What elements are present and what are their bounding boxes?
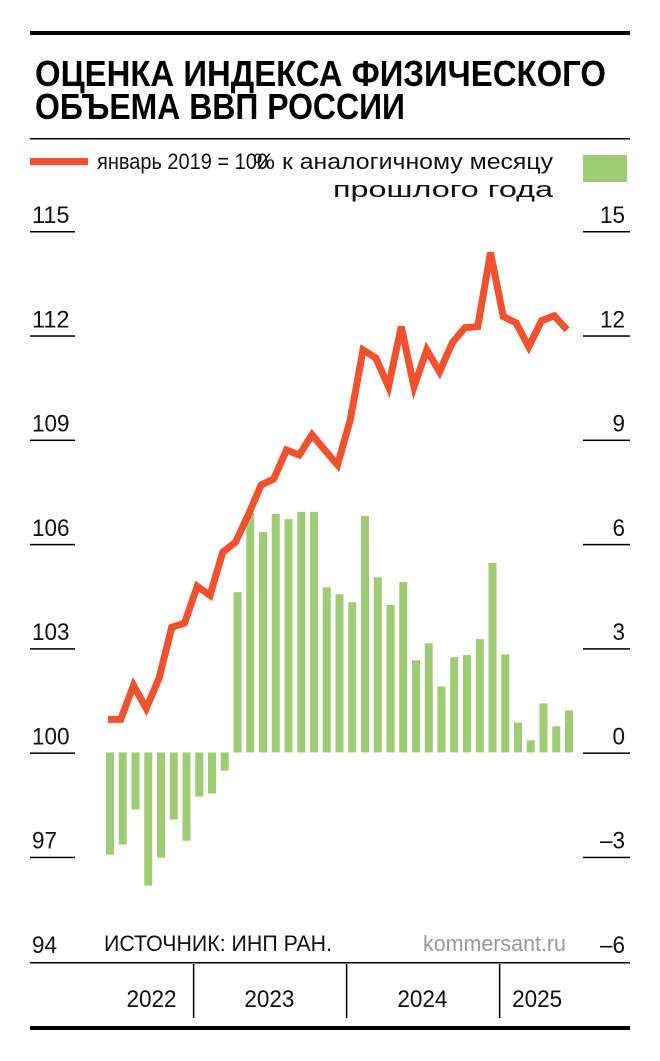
bar [514,722,522,753]
left-tick-line [30,752,75,754]
year-separator [498,964,501,1018]
bar [144,752,153,886]
bar [412,660,420,753]
line-series [108,251,570,723]
bottom-rule [30,1026,630,1030]
bar [131,752,140,810]
right-tick-label: 6 [613,515,626,542]
right-tick-label: –6 [600,932,625,959]
left-tick-label: 112 [32,306,70,333]
left-tick-line [30,335,75,337]
bar [348,602,357,753]
bar [157,752,165,858]
bar [424,643,433,753]
left-tick-label: 109 [32,411,70,438]
bar [552,726,561,753]
chart-title-line1: ОЦЕНКА ИНДЕКСА ФИЗИЧЕСКОГО [35,53,606,94]
x-axis-years: 2022 2023 2024 2025 [126,964,562,1018]
x-axis-baseline [30,962,630,964]
bar [373,577,382,753]
index-line [108,251,570,723]
left-tick-line [30,231,75,233]
right-tick-line [583,648,630,650]
right-tick-label: –3 [600,828,625,855]
bar [361,516,369,753]
bar [565,710,573,753]
left-tick-label: 103 [32,619,70,646]
year-separator [345,964,348,1018]
right-tick-line [583,752,630,754]
left-tick-label: 94 [32,932,57,959]
left-tick-label: 106 [32,515,70,542]
bar [259,532,267,753]
legend-line-swatch [30,158,88,165]
top-rule [30,31,630,35]
right-tick-label: 15 [600,202,625,229]
bar [488,562,497,753]
left-tick-line [30,543,75,546]
left-tick-line [30,856,75,859]
bar [463,655,471,753]
bar [322,587,331,753]
year-label: 2023 [244,986,294,1013]
bar [539,703,548,753]
left-tick-line [30,439,75,442]
legend-line-label: январь 2019 = 100 [97,149,268,174]
right-tick-label: 0 [613,723,626,750]
chart-title-line2: ОБЪЕМА ВВП РОССИИ [35,86,405,127]
title-divider [30,138,630,140]
year-label: 2025 [512,986,562,1013]
brand-watermark: kommersant.ru [423,931,566,956]
bar [118,752,127,845]
year-separator [192,964,195,1018]
right-tick-line [583,231,630,233]
bar [106,752,114,855]
right-tick-label: 9 [613,411,626,438]
left-tick-line [30,648,75,650]
bar [475,639,484,753]
bar [246,512,255,753]
left-tick-label: 97 [32,828,57,855]
axis-ticks: 115 15 112 12 109 9 106 6 103 3 100 0 97 –3 94 –6 [30,202,630,959]
bar-series [106,511,573,886]
bar [386,605,395,753]
bar [297,511,306,753]
bar [220,752,229,771]
right-tick-line [583,439,630,442]
right-tick-line [583,335,630,337]
year-label: 2024 [397,986,447,1013]
legend-bar-label-line2: прошлого года [333,177,554,202]
bar [335,594,344,753]
bar [501,654,510,753]
right-tick-label: 12 [600,306,625,333]
bar [310,511,318,753]
legend-bar-label-line1: % к аналогичному месяцу [253,149,553,174]
bar [195,752,204,797]
right-tick-line [583,856,630,859]
right-tick-line [583,543,630,546]
right-tick-label: 3 [613,619,626,646]
bar [437,686,446,753]
left-tick-label: 100 [32,723,70,750]
bar [526,740,535,753]
source-note: ИСТОЧНИК: ИНП РАН. [104,931,332,956]
bar [284,519,293,753]
bar [208,752,216,794]
bar [271,513,280,753]
year-label: 2022 [126,986,176,1013]
bar [450,657,459,753]
legend-bar-swatch [583,155,627,182]
bar [182,752,191,841]
bar [399,582,408,753]
left-tick-label: 115 [32,202,70,229]
bar [233,592,242,753]
bar [169,752,178,820]
